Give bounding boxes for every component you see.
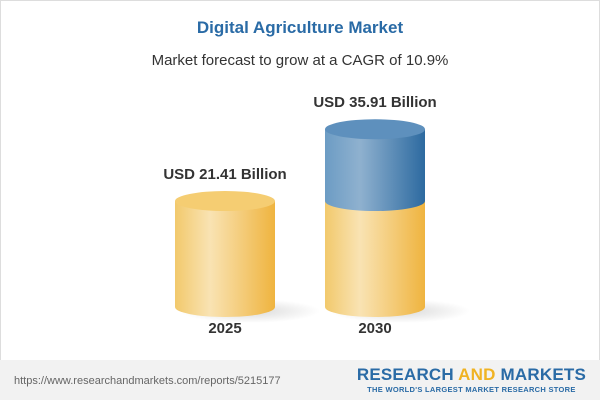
footer: https://www.researchandmarkets.com/repor…	[0, 360, 600, 400]
bar-2025-cap	[175, 191, 275, 212]
bar-2030-growth-body	[325, 129, 425, 212]
category-label: 2025	[208, 320, 241, 337]
bar-2030-growth-cap	[325, 119, 425, 140]
chart: USD 21.41 Billion 2025 USD 35.91 Billion 20…	[163, 94, 470, 337]
bar-2025-body	[175, 201, 275, 317]
chart-subtitle: Market forecast to grow at a CAGR of 10.…	[151, 52, 449, 69]
bar-2030-base-body	[325, 201, 425, 317]
chart-title: Digital Agriculture Market	[196, 18, 404, 37]
data-label: USD 35.91 Billion	[313, 94, 436, 111]
research-and-markets-logo: RESEARCH AND MARKETS THE WORLD'S LARGEST…	[356, 365, 586, 394]
category-label: 2030	[358, 320, 391, 337]
source-url[interactable]: https://www.researchandmarkets.com/repor…	[14, 375, 281, 387]
data-label: USD 21.41 Billion	[163, 166, 286, 183]
